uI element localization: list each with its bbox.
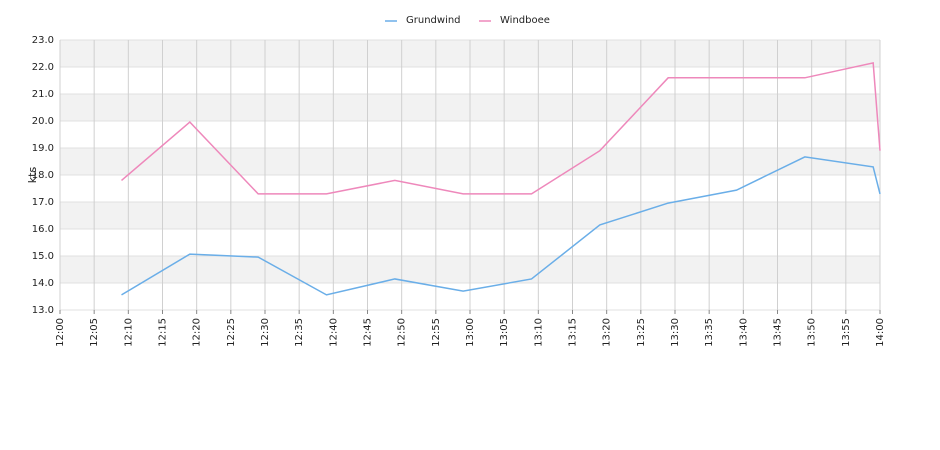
- x-tick-label: 12:50: [397, 318, 408, 347]
- line-series: [121, 62, 881, 195]
- y-axis-label: kts: [26, 167, 39, 184]
- x-tick-label: 12:30: [260, 318, 271, 347]
- x-tick-label: 12:20: [192, 318, 203, 347]
- y-tick-label: 16.0: [32, 224, 54, 235]
- x-tick-label: 14:00: [875, 318, 886, 347]
- y-tick-label: 13.0: [32, 305, 54, 316]
- x-tick-label: 12:35: [294, 318, 305, 347]
- y-tick-label: 17.0: [32, 197, 54, 208]
- y-tick-label: 18.0: [32, 170, 54, 181]
- x-tick-label: 13:10: [533, 318, 544, 347]
- y-tick-label: 21.0: [32, 89, 54, 100]
- x-tick-label: 12:10: [123, 318, 134, 347]
- y-tick-label: 15.0: [32, 251, 54, 262]
- x-tick-label: 13:00: [465, 318, 476, 347]
- x-tick-label: 13:40: [738, 318, 749, 347]
- x-tick-label: 13:20: [602, 318, 613, 347]
- x-tick-label: 13:35: [704, 318, 715, 347]
- x-tick-label: 13:30: [670, 318, 681, 347]
- line-series: [121, 156, 881, 296]
- x-tick-label: 12:05: [89, 318, 100, 347]
- x-tick-label: 13:55: [841, 318, 852, 347]
- x-tick-label: 12:40: [328, 318, 339, 347]
- x-tick-label: 12:25: [226, 318, 237, 347]
- y-tick-label: 14.0: [32, 278, 54, 289]
- x-tick-label: 12:00: [55, 318, 66, 347]
- x-tick-label: 13:25: [636, 318, 647, 347]
- x-tick-label: 13:45: [773, 318, 784, 347]
- x-tick-label: 12:45: [363, 318, 374, 347]
- x-tick-label: 13:50: [807, 318, 818, 347]
- y-tick-label: 20.0: [32, 116, 54, 127]
- x-tick-label: 12:55: [431, 318, 442, 347]
- legend-label: Grundwind: [406, 15, 461, 26]
- legend-label: Windboee: [500, 15, 550, 26]
- y-tick-label: 23.0: [32, 35, 54, 46]
- y-tick-label: 22.0: [32, 62, 54, 73]
- x-tick-label: 13:05: [499, 318, 510, 347]
- x-tick-label: 13:15: [568, 318, 579, 347]
- y-tick-label: 19.0: [32, 143, 54, 154]
- x-tick-label: 12:15: [158, 318, 169, 347]
